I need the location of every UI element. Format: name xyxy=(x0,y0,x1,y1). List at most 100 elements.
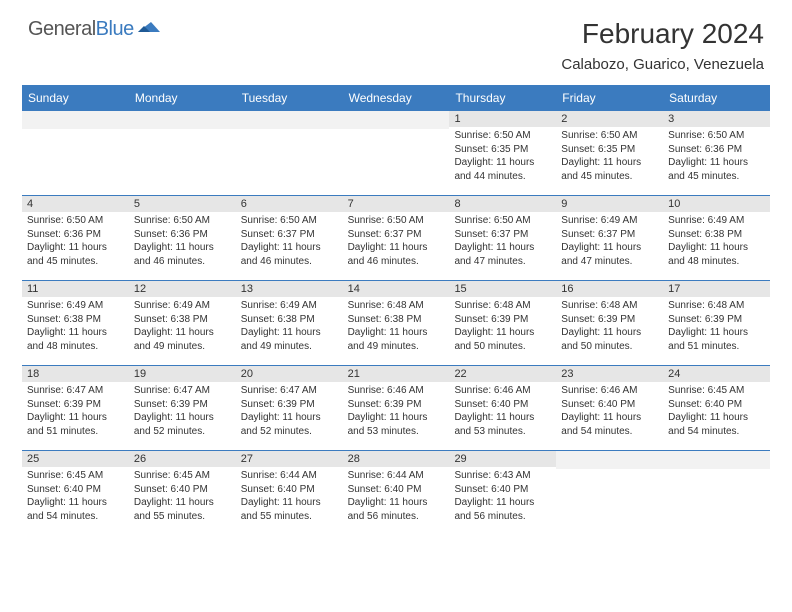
day-cell: 11Sunrise: 6:49 AMSunset: 6:38 PMDayligh… xyxy=(22,281,129,365)
day-number: 26 xyxy=(129,451,236,467)
sunrise-line: Sunrise: 6:45 AM xyxy=(27,469,124,483)
sunrise-line: Sunrise: 6:44 AM xyxy=(348,469,445,483)
weekday-header: Saturday xyxy=(663,87,770,110)
sunset-line: Sunset: 6:38 PM xyxy=(348,313,445,327)
day-cell: 9Sunrise: 6:49 AMSunset: 6:37 PMDaylight… xyxy=(556,196,663,280)
sunset-line: Sunset: 6:36 PM xyxy=(668,143,765,157)
daylight-line: Daylight: 11 hours and 48 minutes. xyxy=(668,241,765,268)
day-cell: 15Sunrise: 6:48 AMSunset: 6:39 PMDayligh… xyxy=(449,281,556,365)
sunrise-line: Sunrise: 6:50 AM xyxy=(668,129,765,143)
day-cell: 17Sunrise: 6:48 AMSunset: 6:39 PMDayligh… xyxy=(663,281,770,365)
day-number: 11 xyxy=(22,281,129,297)
day-cell: 24Sunrise: 6:45 AMSunset: 6:40 PMDayligh… xyxy=(663,366,770,450)
flag-icon xyxy=(138,18,164,41)
empty-day xyxy=(663,451,770,469)
sunrise-line: Sunrise: 6:45 AM xyxy=(134,469,231,483)
daylight-line: Daylight: 11 hours and 49 minutes. xyxy=(348,326,445,353)
day-cell: 2Sunrise: 6:50 AMSunset: 6:35 PMDaylight… xyxy=(556,111,663,195)
daylight-line: Daylight: 11 hours and 53 minutes. xyxy=(454,411,551,438)
day-cell: 8Sunrise: 6:50 AMSunset: 6:37 PMDaylight… xyxy=(449,196,556,280)
sunset-line: Sunset: 6:40 PM xyxy=(134,483,231,497)
day-number: 15 xyxy=(449,281,556,297)
sunset-line: Sunset: 6:40 PM xyxy=(561,398,658,412)
day-cell: 25Sunrise: 6:45 AMSunset: 6:40 PMDayligh… xyxy=(22,451,129,535)
sunrise-line: Sunrise: 6:49 AM xyxy=(241,299,338,313)
week-row: 25Sunrise: 6:45 AMSunset: 6:40 PMDayligh… xyxy=(22,450,770,535)
day-number: 20 xyxy=(236,366,343,382)
week-row: 4Sunrise: 6:50 AMSunset: 6:36 PMDaylight… xyxy=(22,195,770,280)
sunrise-line: Sunrise: 6:49 AM xyxy=(134,299,231,313)
day-number: 16 xyxy=(556,281,663,297)
sunrise-line: Sunrise: 6:48 AM xyxy=(454,299,551,313)
day-info: Sunrise: 6:50 AMSunset: 6:36 PMDaylight:… xyxy=(129,212,236,272)
day-number: 2 xyxy=(556,111,663,127)
daylight-line: Daylight: 11 hours and 55 minutes. xyxy=(241,496,338,523)
day-info: Sunrise: 6:50 AMSunset: 6:35 PMDaylight:… xyxy=(556,127,663,187)
empty-day xyxy=(236,111,343,129)
day-info: Sunrise: 6:48 AMSunset: 6:39 PMDaylight:… xyxy=(449,297,556,357)
daylight-line: Daylight: 11 hours and 46 minutes. xyxy=(348,241,445,268)
daylight-line: Daylight: 11 hours and 56 minutes. xyxy=(454,496,551,523)
location-subtitle: Calabozo, Guarico, Venezuela xyxy=(561,56,764,73)
day-info: Sunrise: 6:49 AMSunset: 6:38 PMDaylight:… xyxy=(129,297,236,357)
sunrise-line: Sunrise: 6:43 AM xyxy=(454,469,551,483)
sunrise-line: Sunrise: 6:49 AM xyxy=(561,214,658,228)
sunset-line: Sunset: 6:40 PM xyxy=(668,398,765,412)
day-info: Sunrise: 6:44 AMSunset: 6:40 PMDaylight:… xyxy=(236,467,343,527)
daylight-line: Daylight: 11 hours and 52 minutes. xyxy=(241,411,338,438)
day-cell: 29Sunrise: 6:43 AMSunset: 6:40 PMDayligh… xyxy=(449,451,556,535)
day-cell: 21Sunrise: 6:46 AMSunset: 6:39 PMDayligh… xyxy=(343,366,450,450)
sunset-line: Sunset: 6:36 PM xyxy=(27,228,124,242)
sunrise-line: Sunrise: 6:47 AM xyxy=(241,384,338,398)
sunset-line: Sunset: 6:37 PM xyxy=(241,228,338,242)
day-number: 17 xyxy=(663,281,770,297)
logo-text-1: General xyxy=(28,18,96,40)
page-title: February 2024 xyxy=(561,18,764,50)
week-row: 11Sunrise: 6:49 AMSunset: 6:38 PMDayligh… xyxy=(22,280,770,365)
day-cell: 12Sunrise: 6:49 AMSunset: 6:38 PMDayligh… xyxy=(129,281,236,365)
sunset-line: Sunset: 6:37 PM xyxy=(348,228,445,242)
day-number: 29 xyxy=(449,451,556,467)
sunset-line: Sunset: 6:40 PM xyxy=(241,483,338,497)
day-number: 14 xyxy=(343,281,450,297)
daylight-line: Daylight: 11 hours and 45 minutes. xyxy=(27,241,124,268)
daylight-line: Daylight: 11 hours and 45 minutes. xyxy=(668,156,765,183)
day-cell xyxy=(22,111,129,195)
day-info: Sunrise: 6:50 AMSunset: 6:36 PMDaylight:… xyxy=(22,212,129,272)
weekday-header: Friday xyxy=(556,87,663,110)
day-info: Sunrise: 6:46 AMSunset: 6:40 PMDaylight:… xyxy=(449,382,556,442)
day-info: Sunrise: 6:45 AMSunset: 6:40 PMDaylight:… xyxy=(22,467,129,527)
empty-day xyxy=(22,111,129,129)
day-cell xyxy=(236,111,343,195)
weekday-header: Sunday xyxy=(22,87,129,110)
sunrise-line: Sunrise: 6:46 AM xyxy=(348,384,445,398)
sunrise-line: Sunrise: 6:50 AM xyxy=(561,129,658,143)
sunset-line: Sunset: 6:40 PM xyxy=(454,398,551,412)
day-info: Sunrise: 6:50 AMSunset: 6:37 PMDaylight:… xyxy=(449,212,556,272)
day-cell: 4Sunrise: 6:50 AMSunset: 6:36 PMDaylight… xyxy=(22,196,129,280)
day-info: Sunrise: 6:48 AMSunset: 6:39 PMDaylight:… xyxy=(556,297,663,357)
sunrise-line: Sunrise: 6:45 AM xyxy=(668,384,765,398)
sunrise-line: Sunrise: 6:48 AM xyxy=(348,299,445,313)
daylight-line: Daylight: 11 hours and 47 minutes. xyxy=(561,241,658,268)
sunset-line: Sunset: 6:39 PM xyxy=(241,398,338,412)
week-row: 18Sunrise: 6:47 AMSunset: 6:39 PMDayligh… xyxy=(22,365,770,450)
day-number: 27 xyxy=(236,451,343,467)
daylight-line: Daylight: 11 hours and 55 minutes. xyxy=(134,496,231,523)
day-info: Sunrise: 6:45 AMSunset: 6:40 PMDaylight:… xyxy=(663,382,770,442)
sunset-line: Sunset: 6:38 PM xyxy=(134,313,231,327)
empty-day xyxy=(556,451,663,469)
daylight-line: Daylight: 11 hours and 54 minutes. xyxy=(27,496,124,523)
day-cell: 22Sunrise: 6:46 AMSunset: 6:40 PMDayligh… xyxy=(449,366,556,450)
day-info: Sunrise: 6:43 AMSunset: 6:40 PMDaylight:… xyxy=(449,467,556,527)
daylight-line: Daylight: 11 hours and 51 minutes. xyxy=(668,326,765,353)
day-cell: 26 Sunrise: 6:45 AMSunset: 6:40 PMDayligh… xyxy=(129,451,236,535)
sunrise-line: Sunrise: 6:50 AM xyxy=(454,129,551,143)
day-number: 5 xyxy=(129,196,236,212)
day-number: 22 xyxy=(449,366,556,382)
daylight-line: Daylight: 11 hours and 54 minutes. xyxy=(668,411,765,438)
day-info: Sunrise: 6:49 AMSunset: 6:37 PMDaylight:… xyxy=(556,212,663,272)
day-number: 6 xyxy=(236,196,343,212)
weekday-header: Thursday xyxy=(449,87,556,110)
sunset-line: Sunset: 6:38 PM xyxy=(241,313,338,327)
